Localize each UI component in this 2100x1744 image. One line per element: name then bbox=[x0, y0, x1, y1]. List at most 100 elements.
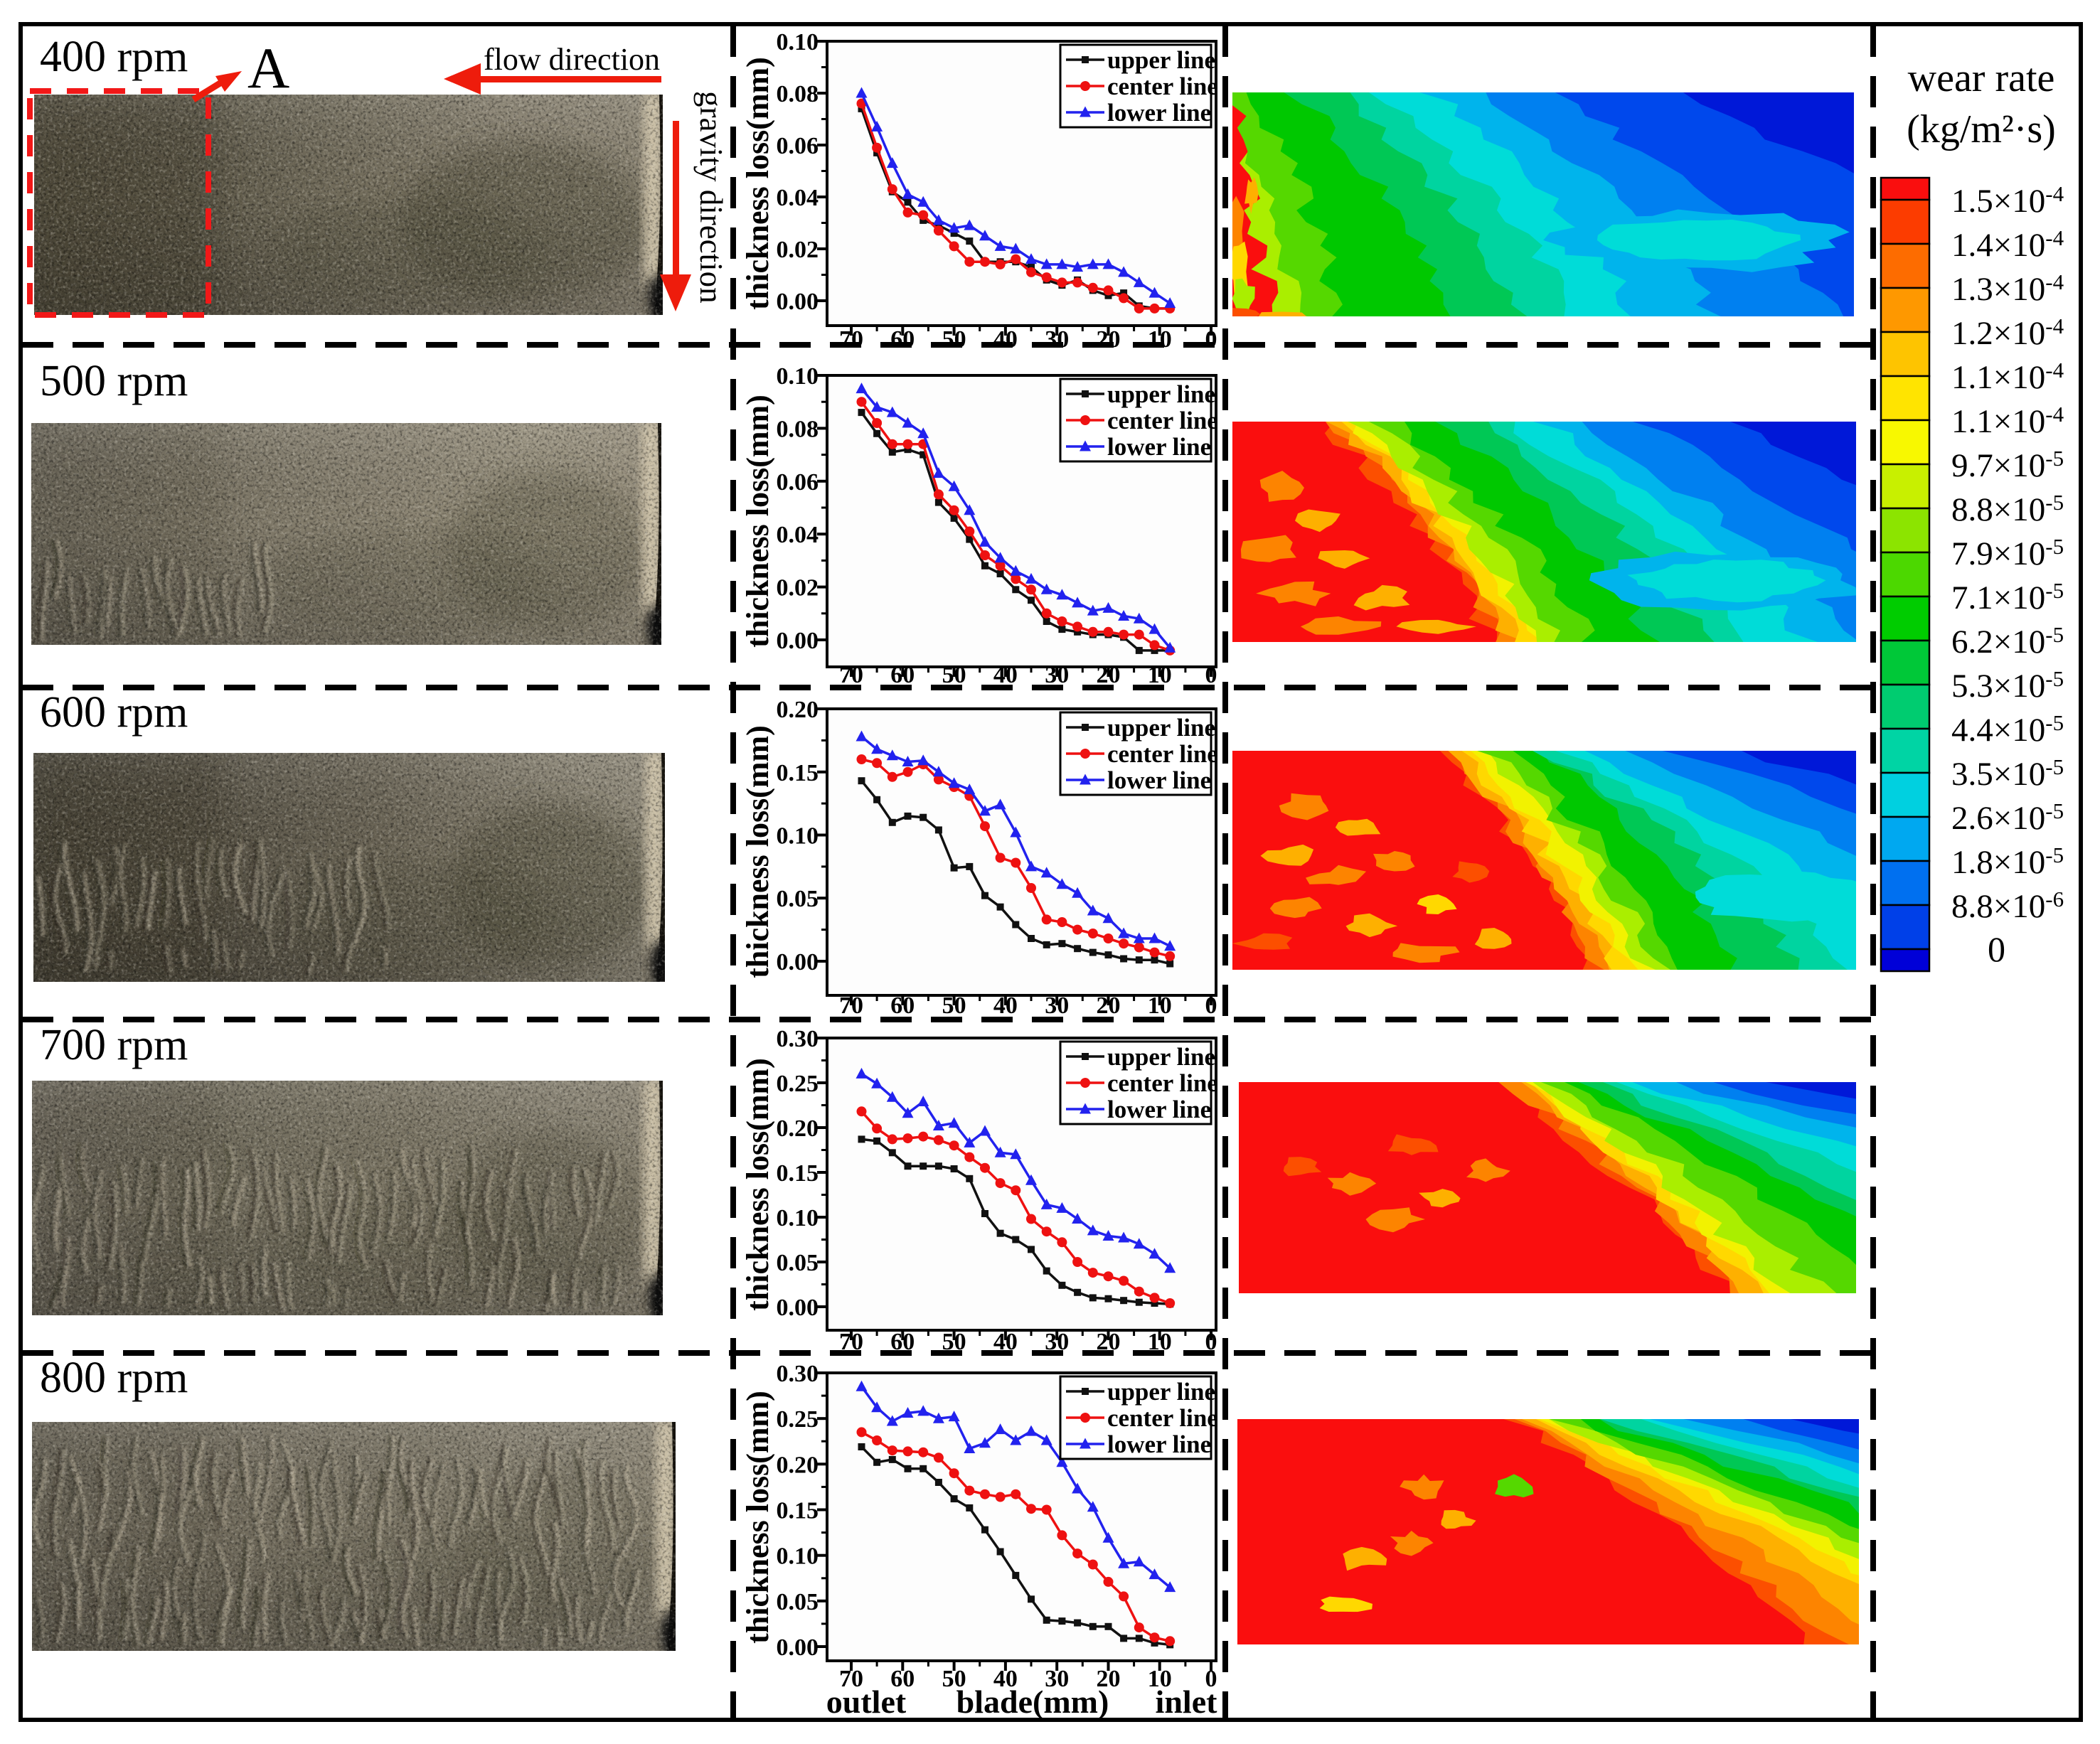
svg-text:center line: center line bbox=[1107, 740, 1218, 768]
svg-text:upper line: upper line bbox=[1107, 714, 1215, 742]
svg-text:8.8×10-5: 8.8×10-5 bbox=[1951, 490, 2064, 528]
svg-text:0.10: 0.10 bbox=[777, 1205, 819, 1231]
svg-text:1.8×10-5: 1.8×10-5 bbox=[1951, 842, 2064, 881]
svg-text:400 rpm: 400 rpm bbox=[40, 33, 188, 81]
svg-text:0.00: 0.00 bbox=[777, 1295, 819, 1321]
svg-text:1.4×10-4: 1.4×10-4 bbox=[1951, 225, 2064, 264]
svg-text:thickness loss(mm): thickness loss(mm) bbox=[740, 1058, 775, 1311]
svg-text:50: 50 bbox=[942, 1666, 966, 1692]
svg-text:10: 10 bbox=[1148, 1329, 1172, 1355]
svg-text:8.8×10-6: 8.8×10-6 bbox=[1951, 887, 2064, 925]
svg-text:0.06: 0.06 bbox=[777, 133, 819, 159]
svg-text:70: 70 bbox=[839, 326, 863, 353]
svg-text:500 rpm: 500 rpm bbox=[40, 357, 188, 405]
svg-text:7.1×10-5: 7.1×10-5 bbox=[1951, 578, 2064, 616]
svg-text:0.15: 0.15 bbox=[777, 1160, 819, 1187]
svg-text:center line: center line bbox=[1107, 1069, 1218, 1097]
svg-text:40: 40 bbox=[993, 662, 1018, 688]
svg-text:0: 0 bbox=[1205, 1329, 1217, 1355]
svg-text:10: 10 bbox=[1148, 1666, 1172, 1692]
svg-text:lower line: lower line bbox=[1107, 99, 1211, 127]
svg-text:0.10: 0.10 bbox=[777, 823, 819, 850]
svg-text:20: 20 bbox=[1097, 1666, 1121, 1692]
svg-text:40: 40 bbox=[993, 326, 1018, 353]
svg-text:9.7×10-5: 9.7×10-5 bbox=[1951, 446, 2064, 484]
svg-text:60: 60 bbox=[890, 1329, 915, 1355]
svg-text:10: 10 bbox=[1148, 993, 1172, 1019]
svg-text:1.5×10-4: 1.5×10-4 bbox=[1951, 181, 2064, 220]
svg-text:0: 0 bbox=[1205, 993, 1217, 1019]
svg-text:60: 60 bbox=[890, 993, 915, 1019]
svg-text:20: 20 bbox=[1097, 662, 1121, 688]
svg-text:A: A bbox=[247, 36, 289, 100]
svg-text:center line: center line bbox=[1107, 1404, 1218, 1432]
svg-text:gravity direction: gravity direction bbox=[693, 91, 729, 304]
svg-text:0.00: 0.00 bbox=[777, 289, 819, 315]
svg-text:10: 10 bbox=[1148, 326, 1172, 353]
svg-text:70: 70 bbox=[839, 1666, 863, 1692]
svg-text:0.08: 0.08 bbox=[777, 416, 819, 442]
svg-text:upper line: upper line bbox=[1107, 380, 1215, 408]
svg-text:70: 70 bbox=[839, 662, 863, 688]
svg-text:upper line: upper line bbox=[1107, 1043, 1215, 1071]
svg-text:outlet: outlet bbox=[826, 1684, 907, 1720]
svg-text:1.1×10-4: 1.1×10-4 bbox=[1951, 358, 2064, 396]
svg-text:lower line: lower line bbox=[1107, 1096, 1211, 1123]
svg-text:0.02: 0.02 bbox=[777, 575, 819, 601]
svg-text:600 rpm: 600 rpm bbox=[40, 688, 188, 737]
svg-text:20: 20 bbox=[1097, 326, 1121, 353]
svg-text:0.00: 0.00 bbox=[777, 949, 819, 975]
svg-text:60: 60 bbox=[890, 326, 915, 353]
svg-text:wear rate: wear rate bbox=[1908, 56, 2055, 100]
svg-text:0.02: 0.02 bbox=[777, 237, 819, 263]
svg-text:lower line: lower line bbox=[1107, 766, 1211, 794]
svg-text:0.08: 0.08 bbox=[777, 81, 819, 107]
svg-text:10: 10 bbox=[1148, 662, 1172, 688]
svg-text:30: 30 bbox=[1045, 1329, 1069, 1355]
svg-text:lower line: lower line bbox=[1107, 1430, 1211, 1458]
svg-text:20: 20 bbox=[1097, 993, 1121, 1019]
svg-text:50: 50 bbox=[942, 326, 966, 353]
svg-text:0.04: 0.04 bbox=[777, 522, 819, 548]
svg-text:thickness loss(mm): thickness loss(mm) bbox=[740, 57, 775, 310]
svg-text:2.6×10-5: 2.6×10-5 bbox=[1951, 798, 2064, 837]
svg-text:6.2×10-5: 6.2×10-5 bbox=[1951, 622, 2064, 660]
svg-text:0: 0 bbox=[1205, 1666, 1217, 1692]
svg-text:20: 20 bbox=[1097, 1329, 1121, 1355]
svg-text:0.20: 0.20 bbox=[777, 697, 819, 723]
svg-text:0.20: 0.20 bbox=[777, 1452, 819, 1478]
svg-text:0.05: 0.05 bbox=[777, 1250, 819, 1276]
svg-text:0.00: 0.00 bbox=[777, 1635, 819, 1661]
svg-text:60: 60 bbox=[890, 1666, 915, 1692]
svg-text:0.10: 0.10 bbox=[777, 29, 819, 55]
svg-text:0.10: 0.10 bbox=[777, 363, 819, 390]
svg-text:30: 30 bbox=[1045, 1666, 1069, 1692]
svg-text:40: 40 bbox=[993, 1329, 1018, 1355]
svg-text:50: 50 bbox=[942, 662, 966, 688]
svg-text:flow direction: flow direction bbox=[484, 42, 660, 77]
svg-text:1.3×10-4: 1.3×10-4 bbox=[1951, 269, 2064, 308]
svg-text:(kg/m²·s): (kg/m²·s) bbox=[1907, 107, 2056, 151]
svg-text:70: 70 bbox=[839, 993, 863, 1019]
svg-text:0.30: 0.30 bbox=[777, 1026, 819, 1052]
svg-text:0.00: 0.00 bbox=[777, 628, 819, 654]
svg-text:0.15: 0.15 bbox=[777, 1498, 819, 1524]
svg-text:4.4×10-5: 4.4×10-5 bbox=[1951, 710, 2064, 749]
svg-text:center line: center line bbox=[1107, 407, 1218, 434]
svg-text:center line: center line bbox=[1107, 73, 1218, 100]
svg-text:0.06: 0.06 bbox=[777, 469, 819, 496]
svg-text:inlet: inlet bbox=[1156, 1684, 1218, 1720]
svg-text:0: 0 bbox=[1205, 662, 1217, 688]
svg-text:40: 40 bbox=[993, 993, 1018, 1019]
svg-text:0.05: 0.05 bbox=[777, 886, 819, 912]
svg-text:upper line: upper line bbox=[1107, 1378, 1215, 1406]
svg-text:5.3×10-5: 5.3×10-5 bbox=[1951, 666, 2064, 705]
svg-text:0.25: 0.25 bbox=[777, 1406, 819, 1433]
svg-text:0: 0 bbox=[1205, 326, 1217, 353]
svg-text:thickness loss(mm): thickness loss(mm) bbox=[740, 725, 775, 978]
svg-text:800 rpm: 800 rpm bbox=[40, 1354, 188, 1402]
svg-text:0.04: 0.04 bbox=[777, 185, 819, 211]
svg-text:0.15: 0.15 bbox=[777, 760, 819, 786]
svg-text:1.2×10-4: 1.2×10-4 bbox=[1951, 314, 2064, 352]
svg-text:50: 50 bbox=[942, 993, 966, 1019]
